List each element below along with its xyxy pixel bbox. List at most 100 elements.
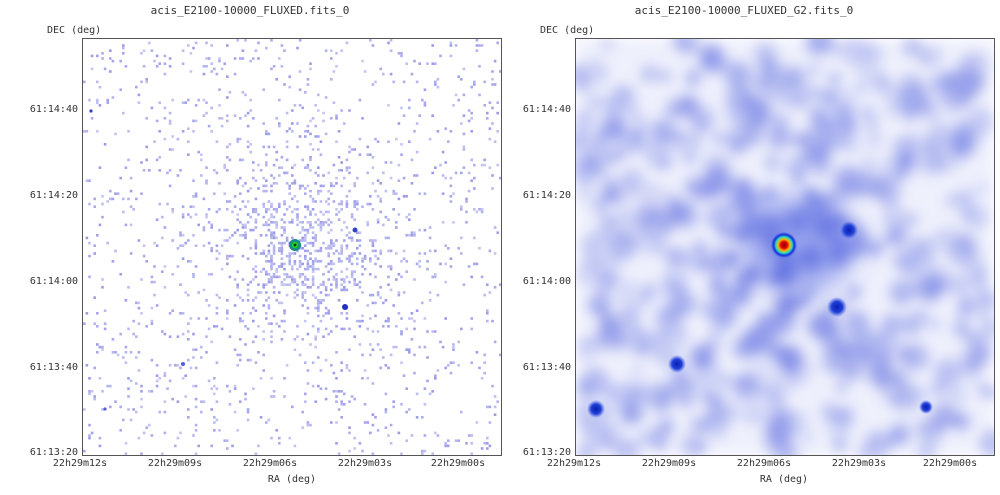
count-pixel [460, 236, 463, 240]
count-pixel [314, 234, 317, 237]
count-pixel [358, 325, 362, 328]
flux-blob [766, 125, 792, 151]
count-pixel [168, 119, 172, 123]
flux-blob [923, 108, 944, 129]
count-pixel [150, 319, 154, 323]
count-pixel [226, 384, 229, 388]
count-pixel [244, 234, 247, 237]
count-pixel [189, 366, 193, 370]
count-pixel [142, 244, 146, 247]
count-pixel [280, 252, 284, 255]
count-pixel [460, 252, 463, 255]
count-pixel [428, 226, 432, 229]
smoothed-image-plot[interactable] [575, 38, 995, 456]
count-pixel [288, 254, 291, 258]
count-pixel [135, 301, 138, 305]
count-pixel [467, 265, 471, 268]
count-pixel [275, 429, 278, 432]
count-pixel [304, 236, 307, 240]
count-pixel [272, 236, 276, 240]
count-pixel [158, 156, 161, 159]
count-pixel [317, 260, 320, 263]
count-pixel [376, 179, 380, 182]
count-pixel [218, 104, 221, 107]
count-pixel [150, 390, 154, 393]
count-pixel [400, 106, 403, 110]
count-pixel [265, 317, 268, 320]
count-pixel [395, 137, 398, 141]
count-pixel [389, 442, 393, 445]
count-pixel [410, 234, 414, 237]
count-pixel [387, 317, 390, 320]
count-pixel [447, 444, 450, 448]
count-pixel [358, 442, 362, 445]
count-pixel [311, 267, 315, 271]
count-pixel [220, 327, 224, 331]
count-pixel [267, 223, 271, 227]
count-pixel [171, 135, 174, 138]
flux-blob [927, 317, 942, 332]
count-pixel [171, 309, 174, 312]
flux-blob [577, 335, 595, 352]
count-pixel [384, 364, 388, 367]
count-pixel [210, 44, 213, 47]
count-pixel [257, 57, 260, 60]
count-pixel [335, 182, 338, 185]
count-pixel [298, 135, 302, 138]
flux-blob [629, 204, 657, 232]
count-pixel [330, 283, 333, 286]
count-pixel [239, 117, 242, 120]
count-pixel [270, 262, 273, 266]
count-pixel [114, 249, 117, 253]
count-pixel [275, 208, 278, 211]
count-pixel [236, 140, 239, 143]
count-pixel [241, 91, 245, 94]
count-pixel [348, 369, 351, 372]
count-pixel [317, 384, 320, 388]
count-pixel [96, 98, 99, 102]
count-pixel [301, 236, 304, 240]
count-pixel [314, 213, 317, 216]
count-pixel [361, 205, 364, 208]
count-pixel [231, 210, 234, 214]
count-pixel [275, 158, 278, 162]
count-pixel [387, 366, 390, 370]
count-pixel [153, 241, 156, 245]
count-pixel [415, 262, 419, 266]
count-pixel [278, 291, 281, 294]
count-pixel [470, 434, 473, 437]
count-pixel [330, 244, 333, 247]
count-pixel [324, 306, 328, 310]
count-pixel [187, 358, 190, 362]
count-pixel [285, 254, 289, 258]
flux-blob [919, 43, 945, 69]
count-pixel [340, 184, 343, 188]
count-pixel [314, 335, 317, 338]
count-pixel [348, 426, 351, 429]
count-pixel [353, 184, 356, 188]
count-pixel [270, 322, 273, 325]
count-pixel [335, 117, 338, 120]
count-pixel [202, 65, 206, 68]
count-pixel [98, 377, 102, 380]
count-pixel [428, 137, 432, 141]
count-pixel [356, 200, 359, 203]
count-pixel [301, 226, 304, 229]
count-pixel [166, 171, 169, 175]
count-pixel [283, 171, 286, 175]
flux-blob [615, 127, 644, 156]
count-pixel [309, 210, 312, 214]
count-pixel [423, 228, 427, 232]
count-pixel [272, 249, 276, 253]
count-pixel [249, 187, 252, 190]
raw-image-plot[interactable] [82, 38, 502, 456]
count-pixel [280, 249, 284, 253]
count-pixel [275, 322, 278, 325]
count-pixel [226, 114, 229, 117]
count-pixel [171, 148, 174, 151]
count-pixel [306, 262, 310, 266]
count-pixel [267, 322, 271, 325]
count-pixel [207, 304, 211, 307]
count-pixel [291, 236, 294, 240]
count-pixel [288, 75, 291, 78]
